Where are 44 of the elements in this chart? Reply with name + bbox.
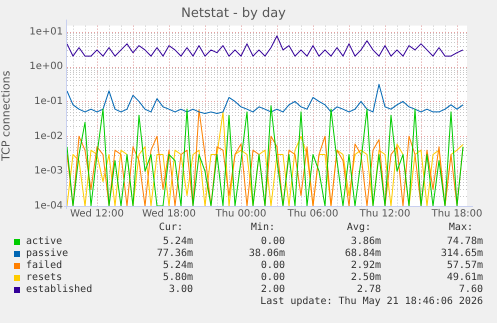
legend-label: active [26, 236, 62, 248]
text: 77.36m [156, 248, 193, 260]
text: 5.24m [162, 236, 193, 248]
legend-label: resets [26, 272, 62, 284]
y-tick-label: 1e-02 [34, 130, 63, 142]
legend-label: established [26, 284, 92, 296]
y-tick-label: 1e-03 [34, 166, 63, 177]
text: 7.60 [458, 284, 483, 296]
x-tick-label: Thu 06:00 [286, 208, 338, 220]
x-tick-label: Wed 12:00 [70, 208, 124, 220]
text: 314.65m [440, 248, 483, 260]
text: 57.57m [446, 260, 483, 272]
text: Max: [448, 222, 473, 234]
text: 0.00 [260, 272, 285, 284]
y-tick-label: 1e+01 [29, 26, 63, 38]
text: 49.61m [446, 272, 483, 284]
text: 38.06m [248, 248, 285, 260]
y-tick-label: 1e-01 [34, 96, 63, 108]
text: Last update: Thu May 21 18:46:06 2026 [260, 296, 483, 308]
text: 0.00 [260, 260, 285, 272]
text: 5.80m [162, 272, 193, 284]
legend-label: failed [26, 260, 62, 272]
x-tick-label: Wed 18:00 [142, 208, 196, 220]
text: 3.00 [168, 284, 193, 296]
legend-label: passive [26, 248, 68, 260]
y-tick-label: 1e-04 [34, 200, 63, 212]
x-tick-label: Thu 00:00 [214, 208, 266, 220]
x-tick-label: Thu 12:00 [358, 208, 410, 220]
x-tick-label: Thu 18:00 [430, 208, 482, 220]
text: 74.78m [446, 236, 483, 248]
y-axis-title: TCP connections [0, 70, 12, 162]
text: Min: [250, 222, 275, 234]
chart-title: Netstat - by day [181, 6, 286, 22]
text: 2.92m [350, 260, 381, 272]
text: 2.00 [260, 284, 285, 296]
text: Avg: [346, 222, 371, 234]
text: 2.50m [350, 272, 381, 284]
text: 68.84m [344, 248, 381, 260]
text: 0.00 [260, 236, 285, 248]
text: 2.78 [356, 284, 381, 296]
text: 3.86m [350, 236, 381, 248]
y-tick-label: 1e+00 [29, 61, 63, 72]
text: Cur: [158, 222, 183, 234]
text: 5.24m [162, 260, 193, 272]
